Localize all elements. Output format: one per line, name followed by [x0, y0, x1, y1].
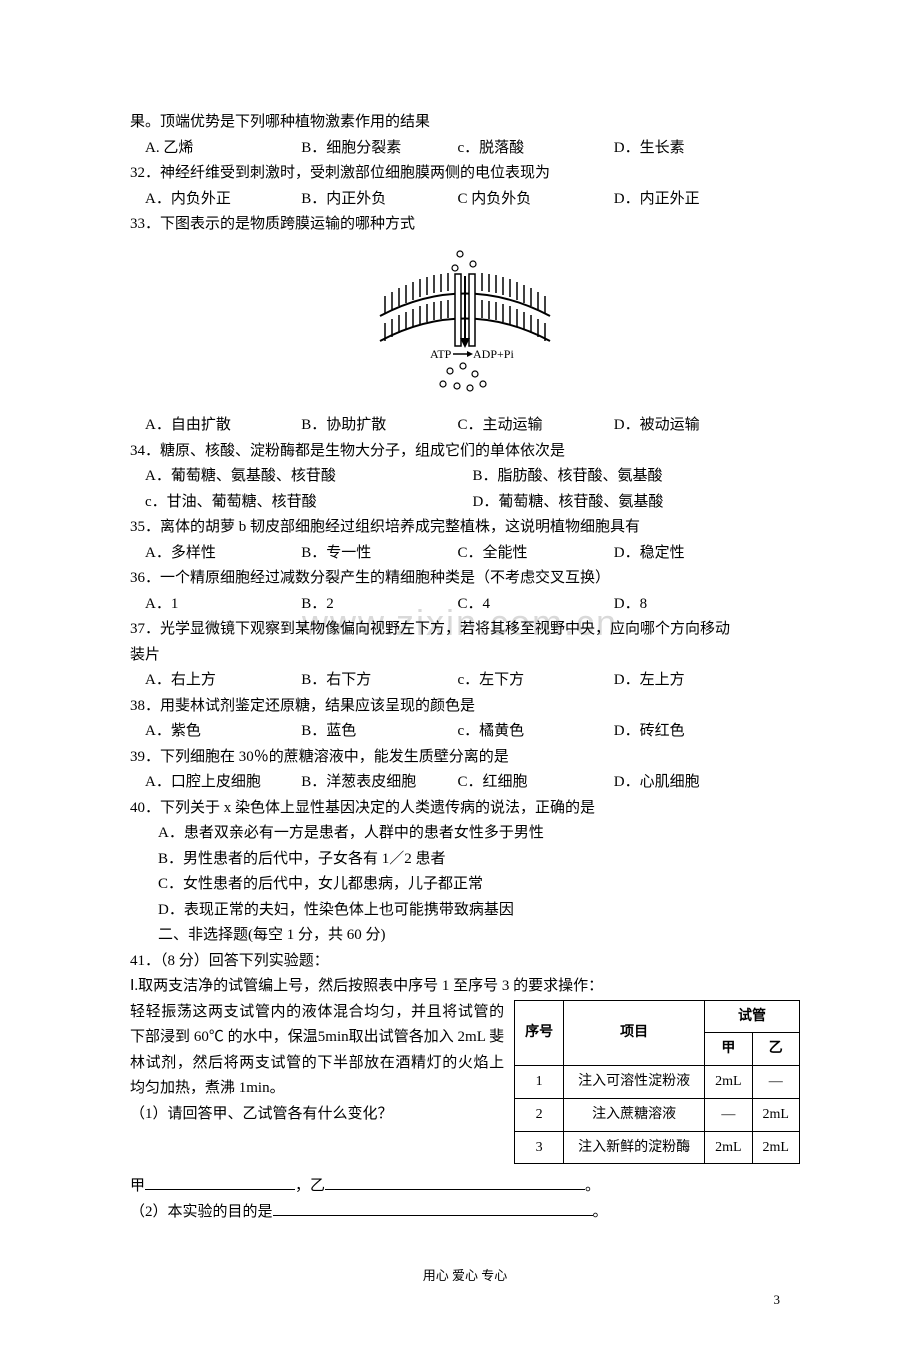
q41-part1: Ⅰ.取两支洁净的试管编上号，然后按照表中序号 1 至序号 3 的要求操作： — [130, 974, 800, 1000]
fill-blank-purpose — [273, 1200, 593, 1216]
page-number: 3 — [774, 1289, 781, 1311]
q40-text: 40．下列关于 x 染色体上显性基因决定的人类遗传病的说法，正确的是 — [130, 796, 800, 822]
q38-opt-a: A．紫色 — [145, 719, 301, 745]
th-b: 乙 — [752, 1033, 799, 1066]
q37-text: 37．光学显微镜下观察到某物像偏向视野左下方，若将其移至视野中央，应向哪个方向移… — [130, 617, 800, 643]
footer-text: 用心 爱心 专心 — [130, 1265, 800, 1287]
q36-text: 36．一个精原细胞经过减数分裂产生的精细胞种类是（不考虑交叉互换） — [130, 566, 800, 592]
q37-opt-d: D．左上方 — [614, 668, 770, 694]
q31-opt-d: D．生长素 — [614, 136, 770, 162]
q35-opt-a: A．多样性 — [145, 541, 301, 567]
q33-text: 33．下图表示的是物质跨膜运输的哪种方式 — [130, 212, 800, 238]
q38-opt-d: D．砖红色 — [614, 719, 770, 745]
q31-text: 果。顶端优势是下列哪种植物激素作用的结果 — [130, 110, 800, 136]
q36-opt-d: D．8 — [614, 592, 770, 618]
q32-options: A．内负外正 B．内正外负 C 内负外负 D．内正外正 — [130, 187, 800, 213]
q34-opt-a: A．葡萄糖、氨基酸、核苷酸 — [145, 464, 473, 490]
q31-opt-c: c．脱落酸 — [458, 136, 614, 162]
table-row: 3 注入新鲜的淀粉酶 2mL 2mL — [515, 1131, 800, 1164]
cell-n: 2 — [515, 1098, 564, 1131]
q33-opt-d: D．被动运输 — [614, 413, 770, 439]
q39-opt-c: C．红细胞 — [458, 770, 614, 796]
fill-blank-a — [145, 1174, 295, 1190]
q31-options: A. 乙烯 B．细胞分裂素 c．脱落酸 D．生长素 — [130, 136, 800, 162]
q36-opt-c: C．4 — [458, 592, 614, 618]
q33-opt-b: B．协助扩散 — [301, 413, 457, 439]
q34-opt-d: D．葡萄糖、核苷酸、氨基酸 — [473, 490, 801, 516]
q31-opt-b: B．细胞分裂素 — [301, 136, 457, 162]
cell-item: 注入可溶性淀粉液 — [564, 1066, 705, 1099]
q36-options: A．1 B．2 C．4 D．8 — [130, 592, 800, 618]
cell-item: 注入蔗糖溶液 — [564, 1098, 705, 1131]
section2-title: 二、非选择题(每空 1 分，共 60 分) — [130, 923, 800, 949]
q36-opt-b: B．2 — [301, 592, 457, 618]
q38-opt-b: B．蓝色 — [301, 719, 457, 745]
q32-opt-a: A．内负外正 — [145, 187, 301, 213]
table-row: 1 注入可溶性淀粉液 2mL — — [515, 1066, 800, 1099]
q36-opt-a: A．1 — [145, 592, 301, 618]
q39-text: 39．下列细胞在 30％的蔗糖溶液中，能发生质壁分离的是 — [130, 745, 800, 771]
q40-opt-d: D．表现正常的夫妇，性染色体上也可能携带致病基因 — [130, 898, 800, 924]
q38-opt-c: c．橘黄色 — [458, 719, 614, 745]
q34-opt-c: c．甘油、葡萄糖、核苷酸 — [145, 490, 473, 516]
cell-b: 2mL — [752, 1131, 799, 1164]
q32-opt-b: B．内正外负 — [301, 187, 457, 213]
q40-opt-b: B．男性患者的后代中，子女各有 1／2 患者 — [130, 847, 800, 873]
diagram-atp-label: ATP — [430, 347, 452, 361]
q32-opt-c: C 内负外负 — [458, 187, 614, 213]
q41-sub1b: 甲 ，乙 。 — [130, 1174, 800, 1200]
q37-opt-b: B．右下方 — [301, 668, 457, 694]
q35-opt-b: B．专一性 — [301, 541, 457, 567]
q35-options: A．多样性 B．专一性 C．全能性 D．稳定性 — [130, 541, 800, 567]
table-row: 2 注入蔗糖溶液 — 2mL — [515, 1098, 800, 1131]
q37-options: A．右上方 B．右下方 c．左下方 D．左上方 — [130, 668, 800, 694]
q41-head: 41．（8 分）回答下列实验题： — [130, 949, 800, 975]
membrane-transport-diagram: ATP ADP+Pi — [130, 246, 800, 406]
cell-b: — — [752, 1066, 799, 1099]
q31-opt-a: A. 乙烯 — [145, 136, 301, 162]
sub2-end: 。 — [593, 1204, 608, 1220]
q35-opt-d: D．稳定性 — [614, 541, 770, 567]
q37-opt-a: A．右上方 — [145, 668, 301, 694]
q40-opt-a: A．患者双亲必有一方是患者，人群中的患者女性多于男性 — [130, 821, 800, 847]
q32-opt-d: D．内正外正 — [614, 187, 770, 213]
fill-mid: ，乙 — [295, 1178, 325, 1194]
fill-prefix-a: 甲 — [130, 1178, 145, 1194]
fill-blank-b — [325, 1174, 585, 1190]
cell-n: 1 — [515, 1066, 564, 1099]
cell-a: — — [705, 1098, 752, 1131]
q33-opt-a: A．自由扩散 — [145, 413, 301, 439]
experiment-table: 序号 项目 试管 甲 乙 1 注入可溶性淀粉液 2mL — — [514, 1000, 800, 1165]
q33-options: A．自由扩散 B．协助扩散 C．主动运输 D．被动运输 — [130, 413, 800, 439]
q39-opt-d: D．心肌细胞 — [614, 770, 770, 796]
q34-opt-b: B．脂肪酸、核苷酸、氨基酸 — [473, 464, 801, 490]
q37-opt-c: c．左下方 — [458, 668, 614, 694]
q38-text: 38．用斐林试剂鉴定还原糖，结果应该呈现的颜色是 — [130, 694, 800, 720]
sub2-prefix: （2）本实验的目的是 — [130, 1204, 273, 1220]
q33-opt-c: C．主动运输 — [458, 413, 614, 439]
q39-opt-b: B．洋葱表皮细胞 — [301, 770, 457, 796]
fill-end: 。 — [585, 1178, 600, 1194]
th-tube: 试管 — [705, 1000, 800, 1033]
cell-a: 2mL — [705, 1066, 752, 1099]
q39-options: A．口腔上皮细胞 B．洋葱表皮细胞 C．红细胞 D．心肌细胞 — [130, 770, 800, 796]
th-item: 项目 — [564, 1000, 705, 1066]
q39-opt-a: A．口腔上皮细胞 — [145, 770, 301, 796]
q35-text: 35．离体的胡萝 b 韧皮部细胞经过组织培养成完整植株，这说明植物细胞具有 — [130, 515, 800, 541]
q34-text: 34．糖原、核酸、淀粉酶都是生物大分子，组成它们的单体依次是 — [130, 439, 800, 465]
cell-n: 3 — [515, 1131, 564, 1164]
th-seq: 序号 — [515, 1000, 564, 1066]
q37-line2: 装片 — [130, 643, 800, 669]
q41-sub2: （2）本实验的目的是 。 — [130, 1200, 800, 1226]
q35-opt-c: C．全能性 — [458, 541, 614, 567]
diagram-adp-label: ADP+Pi — [473, 347, 514, 361]
q38-options: A．紫色 B．蓝色 c．橘黄色 D．砖红色 — [130, 719, 800, 745]
cell-b: 2mL — [752, 1098, 799, 1131]
cell-item: 注入新鲜的淀粉酶 — [564, 1131, 705, 1164]
q40-opt-c: C．女性患者的后代中，女儿都患病，儿子都正常 — [130, 872, 800, 898]
q32-text: 32．神经纤维受到刺激时，受刺激部位细胞膜两侧的电位表现为 — [130, 161, 800, 187]
th-a: 甲 — [705, 1033, 752, 1066]
cell-a: 2mL — [705, 1131, 752, 1164]
